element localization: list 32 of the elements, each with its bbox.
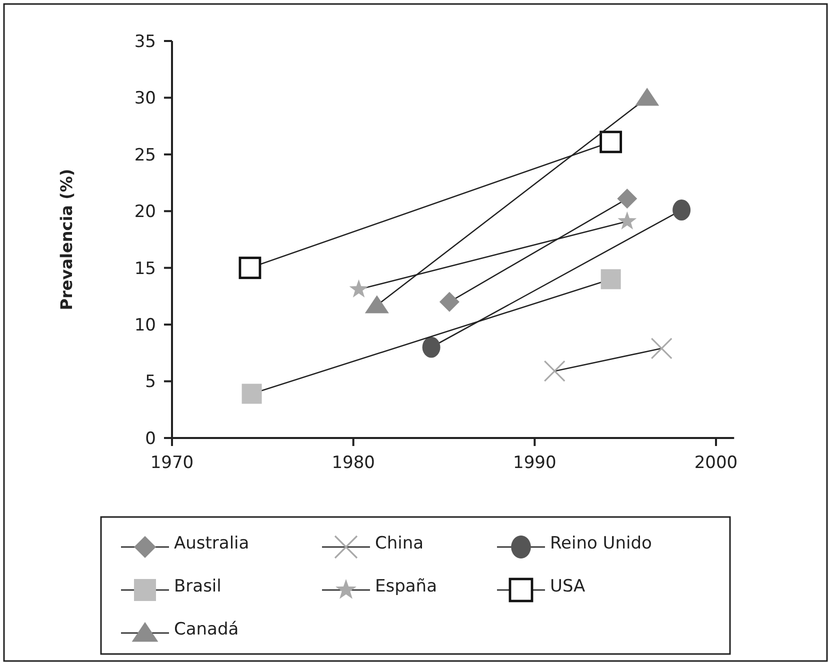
legend-label: China xyxy=(375,534,424,554)
legend-label: Canadá xyxy=(174,620,239,640)
legend-label: USA xyxy=(550,576,586,597)
y-axis-title: Prevalencia (%) xyxy=(57,168,76,310)
legend-label: Reino Unido xyxy=(550,534,652,554)
y-tick-label: 15 xyxy=(134,258,156,279)
y-tick-label: 35 xyxy=(134,32,156,52)
x-tick-label: 2000 xyxy=(694,453,738,473)
y-tick-label: 20 xyxy=(134,202,156,222)
y-tick-label: 0 xyxy=(145,428,156,449)
point xyxy=(650,338,672,360)
y-tick-label: 30 xyxy=(134,88,156,109)
y-tick-label: 5 xyxy=(145,372,156,392)
point xyxy=(617,188,638,209)
x-tick-label: 1990 xyxy=(513,453,556,473)
legend-label: Brasil xyxy=(174,576,222,597)
point xyxy=(238,256,262,280)
point xyxy=(439,292,460,312)
point xyxy=(544,360,566,382)
point xyxy=(349,279,368,298)
point xyxy=(618,211,637,230)
point xyxy=(600,130,622,154)
point xyxy=(422,336,440,358)
point xyxy=(672,200,691,221)
legend-label: Australia xyxy=(174,534,250,554)
legend-label: España xyxy=(375,576,437,597)
x-tick-label: 1980 xyxy=(332,453,375,473)
point xyxy=(242,384,262,404)
point xyxy=(600,269,621,290)
x-tick-label: 1970 xyxy=(150,453,194,473)
y-tick-label: 25 xyxy=(134,145,156,166)
y-tick-label: 10 xyxy=(134,316,156,336)
